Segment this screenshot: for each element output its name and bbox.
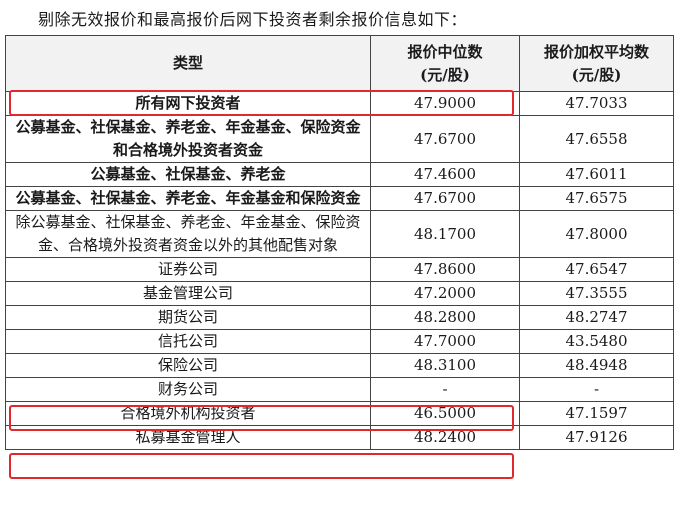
table-row: 保险公司 48.3100 48.4948 — [5, 353, 674, 378]
intro-text: 剔除无效报价和最高报价后网下投资者剩余报价信息如下： — [38, 10, 468, 29]
cell-median: 48.1700 — [370, 210, 520, 258]
table-row: 基金管理公司 47.2000 47.3555 — [5, 281, 674, 306]
cell-median: 47.7000 — [370, 329, 520, 354]
table-row: 所有网下投资者 47.9000 47.7033 — [5, 91, 674, 116]
table-header-row: 类型 报价中位数 (元/股) 报价加权平均数 (元/股) — [5, 35, 674, 92]
cell-median: 47.8600 — [370, 257, 520, 282]
cell-weighted: 47.9126 — [519, 425, 674, 450]
cell-weighted: 47.6011 — [519, 162, 674, 187]
cell-weighted: 47.7033 — [519, 91, 674, 116]
cell-median: 46.5000 — [370, 401, 520, 426]
cell-median: 47.4600 — [370, 162, 520, 187]
table-body: 所有网下投资者 47.9000 47.7033 公募基金、社保基金、养老金、年金基金、… — [5, 91, 674, 450]
cell-type: 除公募基金、社保基金、养老金、年金基金、保险资金、合格境外投资者资金以外的其他配… — [5, 210, 371, 258]
cell-weighted: 47.3555 — [519, 281, 674, 306]
table-row: 私募基金管理人 48.2400 47.9126 — [5, 425, 674, 450]
cell-type: 财务公司 — [5, 377, 371, 402]
highlight-box-qfii — [9, 453, 514, 479]
cell-median: - — [370, 377, 520, 402]
cell-weighted: 47.8000 — [519, 210, 674, 258]
cell-type: 信托公司 — [5, 329, 371, 354]
cell-median: 48.2800 — [370, 305, 520, 330]
cell-weighted: 47.6575 — [519, 186, 674, 211]
cell-weighted: 47.6558 — [519, 115, 674, 163]
cell-median: 47.6700 — [370, 186, 520, 211]
cell-type: 基金管理公司 — [5, 281, 371, 306]
cell-type: 私募基金管理人 — [5, 425, 371, 450]
cell-weighted: 43.5480 — [519, 329, 674, 354]
table-row: 除公募基金、社保基金、养老金、年金基金、保险资金、合格境外投资者资金以外的其他配… — [5, 210, 674, 258]
table-row: 公募基金、社保基金、养老金、年金基金、保险资金和合格境外投资者资金 47.6700… — [5, 115, 674, 163]
cell-weighted: 48.2747 — [519, 305, 674, 330]
table-row: 财务公司 - - — [5, 377, 674, 402]
cell-type: 合格境外机构投资者 — [5, 401, 371, 426]
cell-type: 保险公司 — [5, 353, 371, 378]
quote-table: 类型 报价中位数 (元/股) 报价加权平均数 (元/股) 所有网下投资者 47.9… — [5, 35, 674, 450]
cell-weighted: 47.1597 — [519, 401, 674, 426]
table-row: 证券公司 47.8600 47.6547 — [5, 257, 674, 282]
header-type: 类型 — [5, 35, 371, 92]
table-row: 信托公司 47.7000 43.5480 — [5, 329, 674, 354]
cell-weighted: - — [519, 377, 674, 402]
header-median: 报价中位数 (元/股) — [370, 35, 520, 92]
table-row: 公募基金、社保基金、养老金、年金基金和保险资金 47.6700 47.6575 — [5, 186, 674, 211]
cell-type: 公募基金、社保基金、养老金、年金基金和保险资金 — [5, 186, 371, 211]
cell-weighted: 48.4948 — [519, 353, 674, 378]
cell-median: 47.2000 — [370, 281, 520, 306]
table-row: 期货公司 48.2800 48.2747 — [5, 305, 674, 330]
cell-type: 所有网下投资者 — [5, 91, 371, 116]
cell-median: 48.2400 — [370, 425, 520, 450]
table-row: 合格境外机构投资者 46.5000 47.1597 — [5, 401, 674, 426]
cell-type: 证券公司 — [5, 257, 371, 282]
table-row: 公募基金、社保基金、养老金 47.4600 47.6011 — [5, 162, 674, 187]
cell-type: 公募基金、社保基金、养老金 — [5, 162, 371, 187]
cell-type: 公募基金、社保基金、养老金、年金基金、保险资金和合格境外投资者资金 — [5, 115, 371, 163]
cell-median: 47.6700 — [370, 115, 520, 163]
cell-median: 47.9000 — [370, 91, 520, 116]
cell-weighted: 47.6547 — [519, 257, 674, 282]
header-weighted: 报价加权平均数 (元/股) — [519, 35, 674, 92]
cell-type: 期货公司 — [5, 305, 371, 330]
cell-median: 48.3100 — [370, 353, 520, 378]
